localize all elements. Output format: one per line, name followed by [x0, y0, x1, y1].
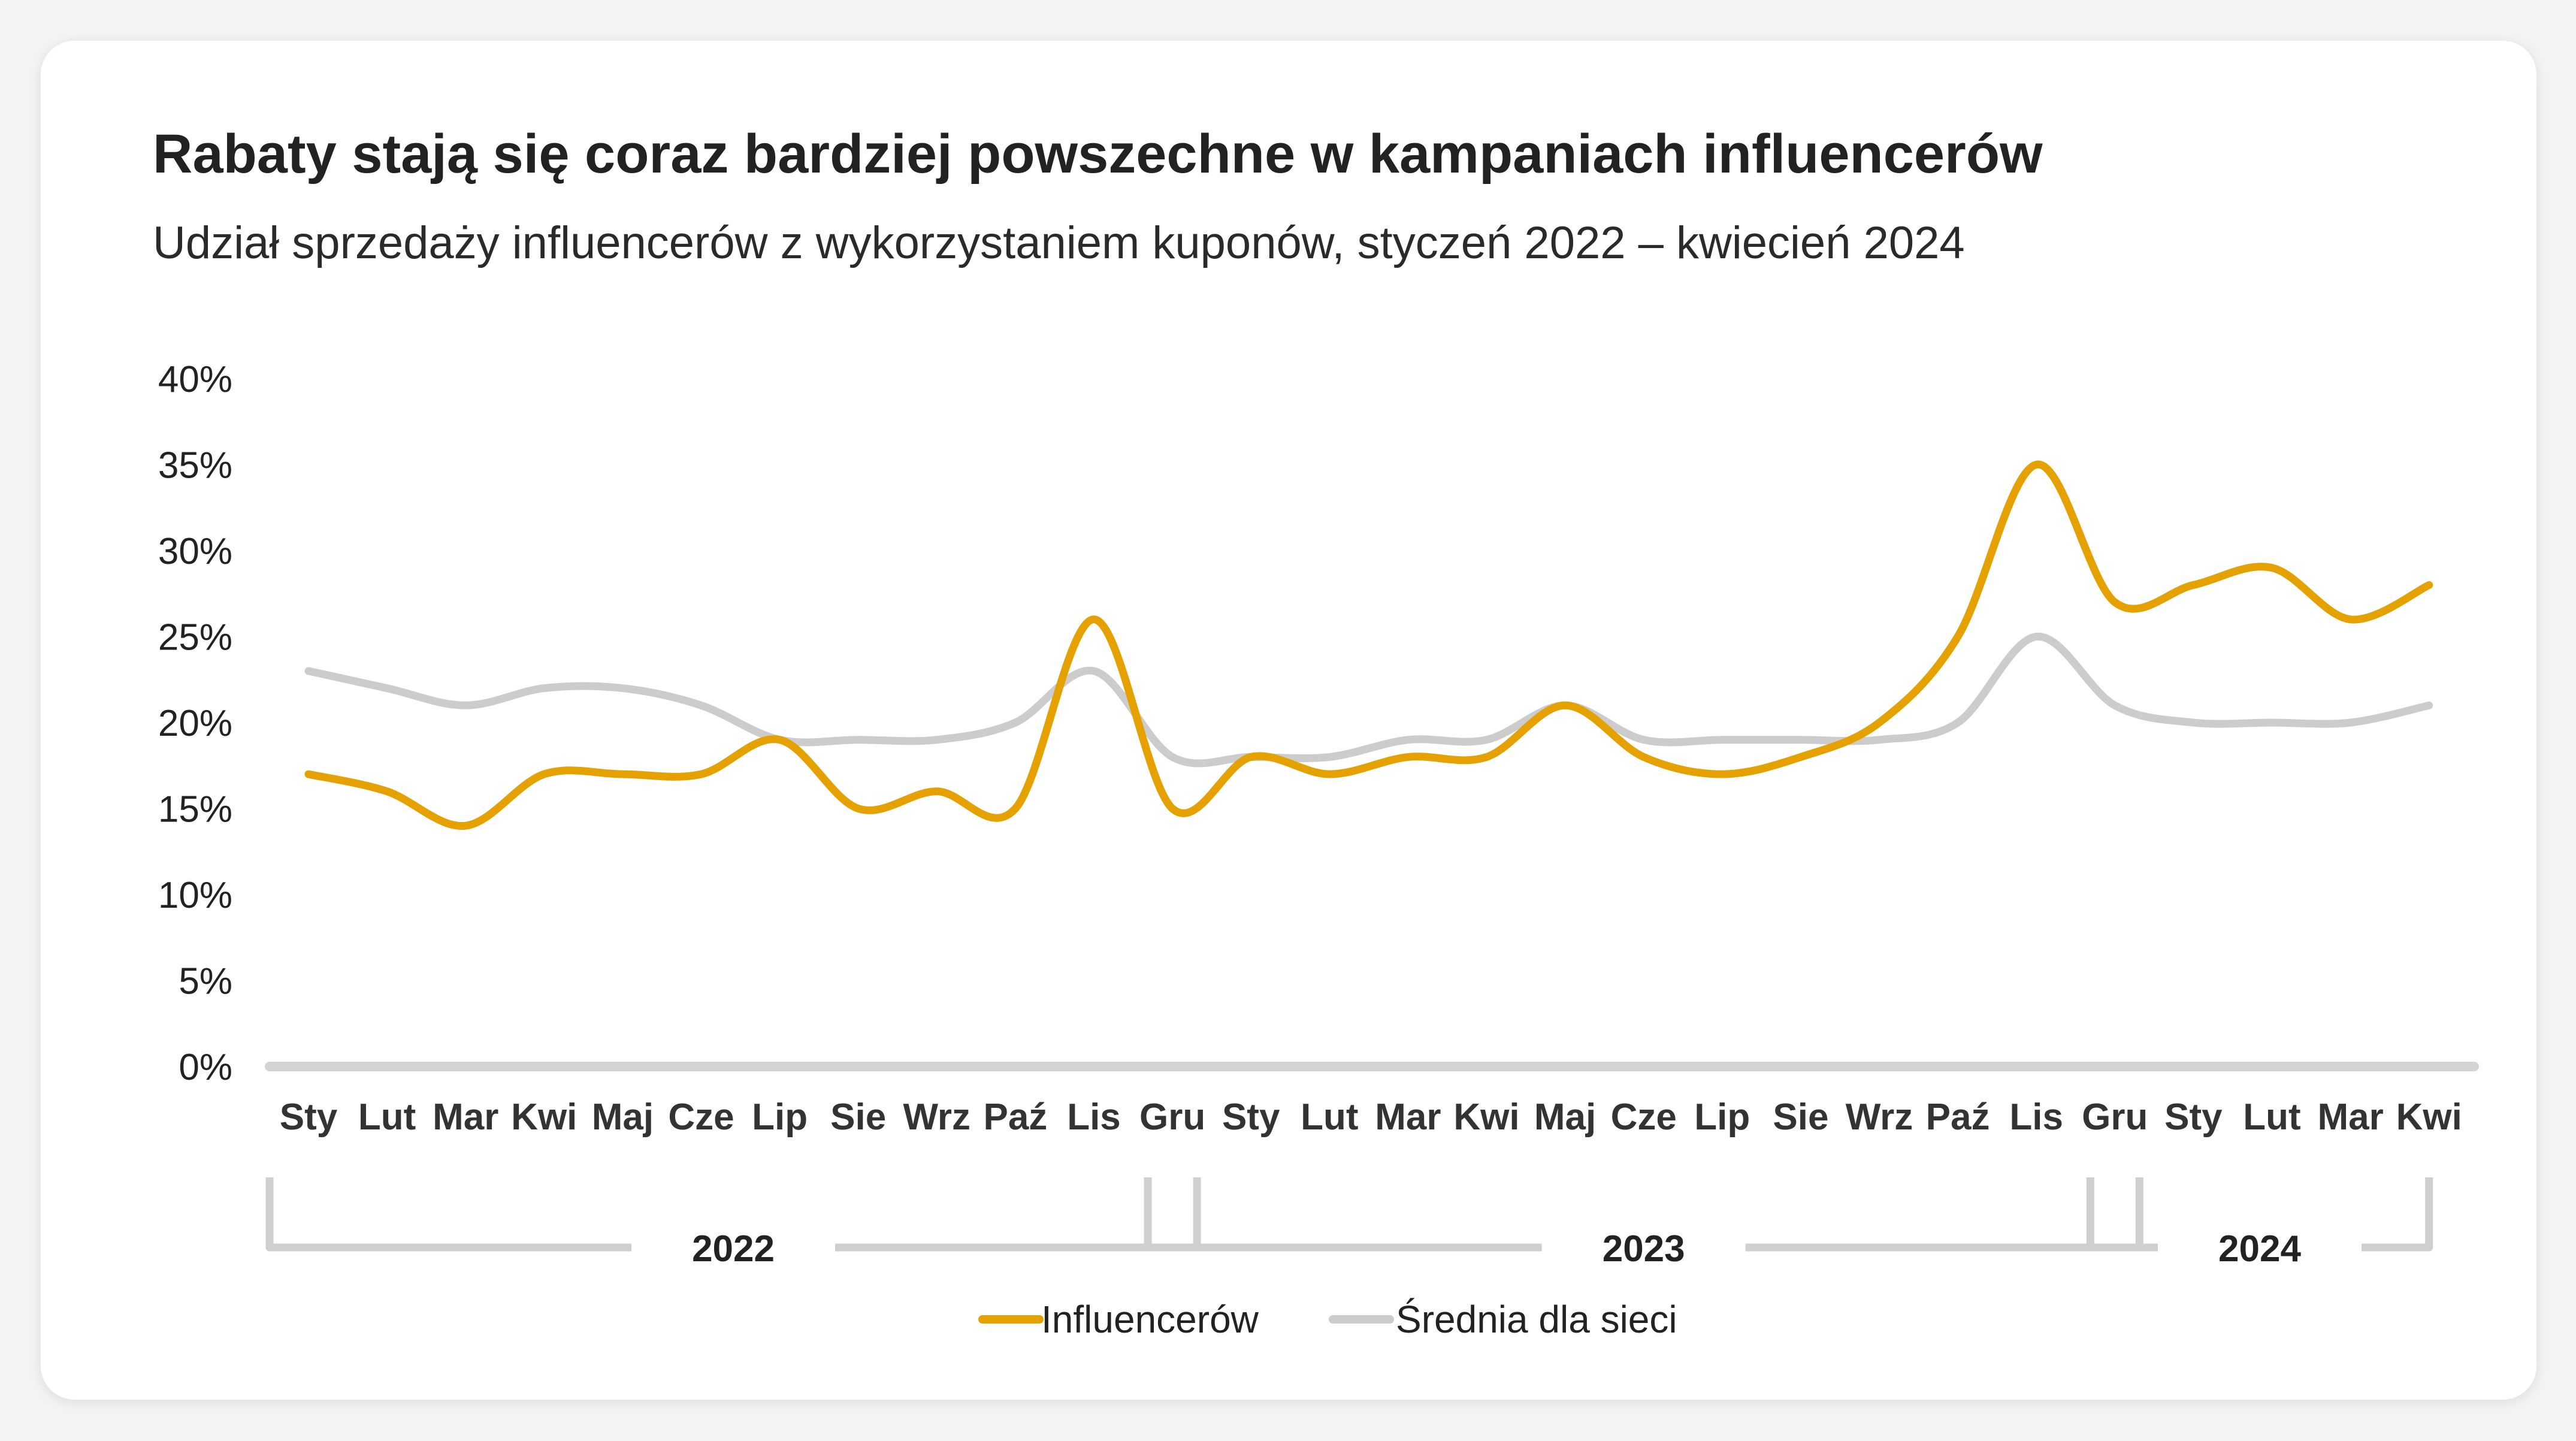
- x-tick-label: Lis: [1067, 1096, 1121, 1138]
- y-tick-label: 40%: [158, 359, 232, 400]
- year-label: 2024: [2218, 1228, 2301, 1270]
- x-tick-label: Kwi: [511, 1096, 577, 1138]
- y-axis-ticks: 0% 5% 10% 15% 20% 25% 30% 35% 40%: [158, 359, 232, 1088]
- x-tick-label: Paź: [983, 1096, 1047, 1138]
- x-tick-label: Lut: [358, 1096, 416, 1138]
- x-tick-label: Maj: [592, 1096, 654, 1138]
- y-tick-label: 15%: [158, 789, 232, 830]
- x-tick-label: Cze: [668, 1096, 734, 1138]
- x-tick-label: Maj: [1534, 1096, 1596, 1138]
- x-tick-label: Wrz: [903, 1096, 971, 1138]
- chart-title: Rabaty stają się coraz bardziej powszech…: [153, 123, 2043, 185]
- x-tick-label: Sty: [1222, 1096, 1280, 1138]
- x-tick-label: Mar: [1375, 1096, 1441, 1138]
- year-label: 2022: [692, 1228, 775, 1270]
- x-tick-label: Lip: [1694, 1096, 1750, 1138]
- chart-card: [41, 41, 2536, 1400]
- year-bracket-right: [1745, 1177, 2143, 1252]
- legend-label: Średnia dla sieci: [1396, 1297, 1677, 1341]
- y-tick-label: 0%: [179, 1047, 232, 1088]
- series-line-influencers: [304, 460, 2433, 830]
- year-label: 2023: [1603, 1228, 1685, 1270]
- legend-label: Influencerów: [1041, 1298, 1259, 1341]
- x-tick-label: Sty: [280, 1096, 338, 1138]
- legend: Influencerów Średnia dla sieci: [978, 1297, 1677, 1341]
- chart-subtitle: Udział sprzedaży influencerów z wykorzys…: [153, 217, 1965, 268]
- x-tick-label: Sie: [830, 1096, 886, 1138]
- year-bracket-right: [835, 1177, 1201, 1252]
- x-tick-label: Cze: [1611, 1096, 1677, 1138]
- y-tick-label: 25%: [158, 617, 232, 658]
- y-tick-label: 30%: [158, 531, 232, 572]
- series-lines: [304, 460, 2433, 830]
- x-tick-label: Lut: [2243, 1096, 2300, 1138]
- x-tick-label: Lut: [1301, 1096, 1358, 1138]
- x-tick-label: Mar: [2317, 1096, 2383, 1138]
- x-tick-label: Lip: [752, 1096, 808, 1138]
- year-bracket-left: [1144, 1177, 1542, 1252]
- x-tick-label: Lis: [2009, 1096, 2063, 1138]
- x-tick-label: Sty: [2164, 1096, 2223, 1138]
- x-axis-ticks: Sty Lut Mar Kwi Maj Cze Lip Sie Wrz Paź Lis Gru Sty L…: [280, 1096, 2462, 1138]
- x-tick-label: Mar: [433, 1096, 498, 1138]
- year-bracket-left: [2086, 1177, 2158, 1252]
- series-line-network-average: [304, 632, 2433, 768]
- y-tick-label: 35%: [158, 445, 232, 487]
- x-tick-label: Kwi: [1453, 1096, 1519, 1138]
- x-tick-label: Gru: [1139, 1096, 1205, 1138]
- x-tick-label: Sie: [1773, 1096, 1828, 1138]
- year-brackets: 2022 2023 2024: [265, 1177, 2433, 1270]
- year-bracket-right: [2362, 1177, 2433, 1252]
- y-tick-label: 5%: [179, 961, 232, 1002]
- y-tick-label: 10%: [158, 875, 232, 916]
- x-tick-label: Paź: [1926, 1096, 1990, 1138]
- x-tick-label: Gru: [2082, 1096, 2148, 1138]
- y-tick-label: 20%: [158, 703, 232, 744]
- x-tick-label: Kwi: [2396, 1096, 2462, 1138]
- x-tick-label: Wrz: [1846, 1096, 1913, 1138]
- year-bracket-left: [265, 1177, 632, 1252]
